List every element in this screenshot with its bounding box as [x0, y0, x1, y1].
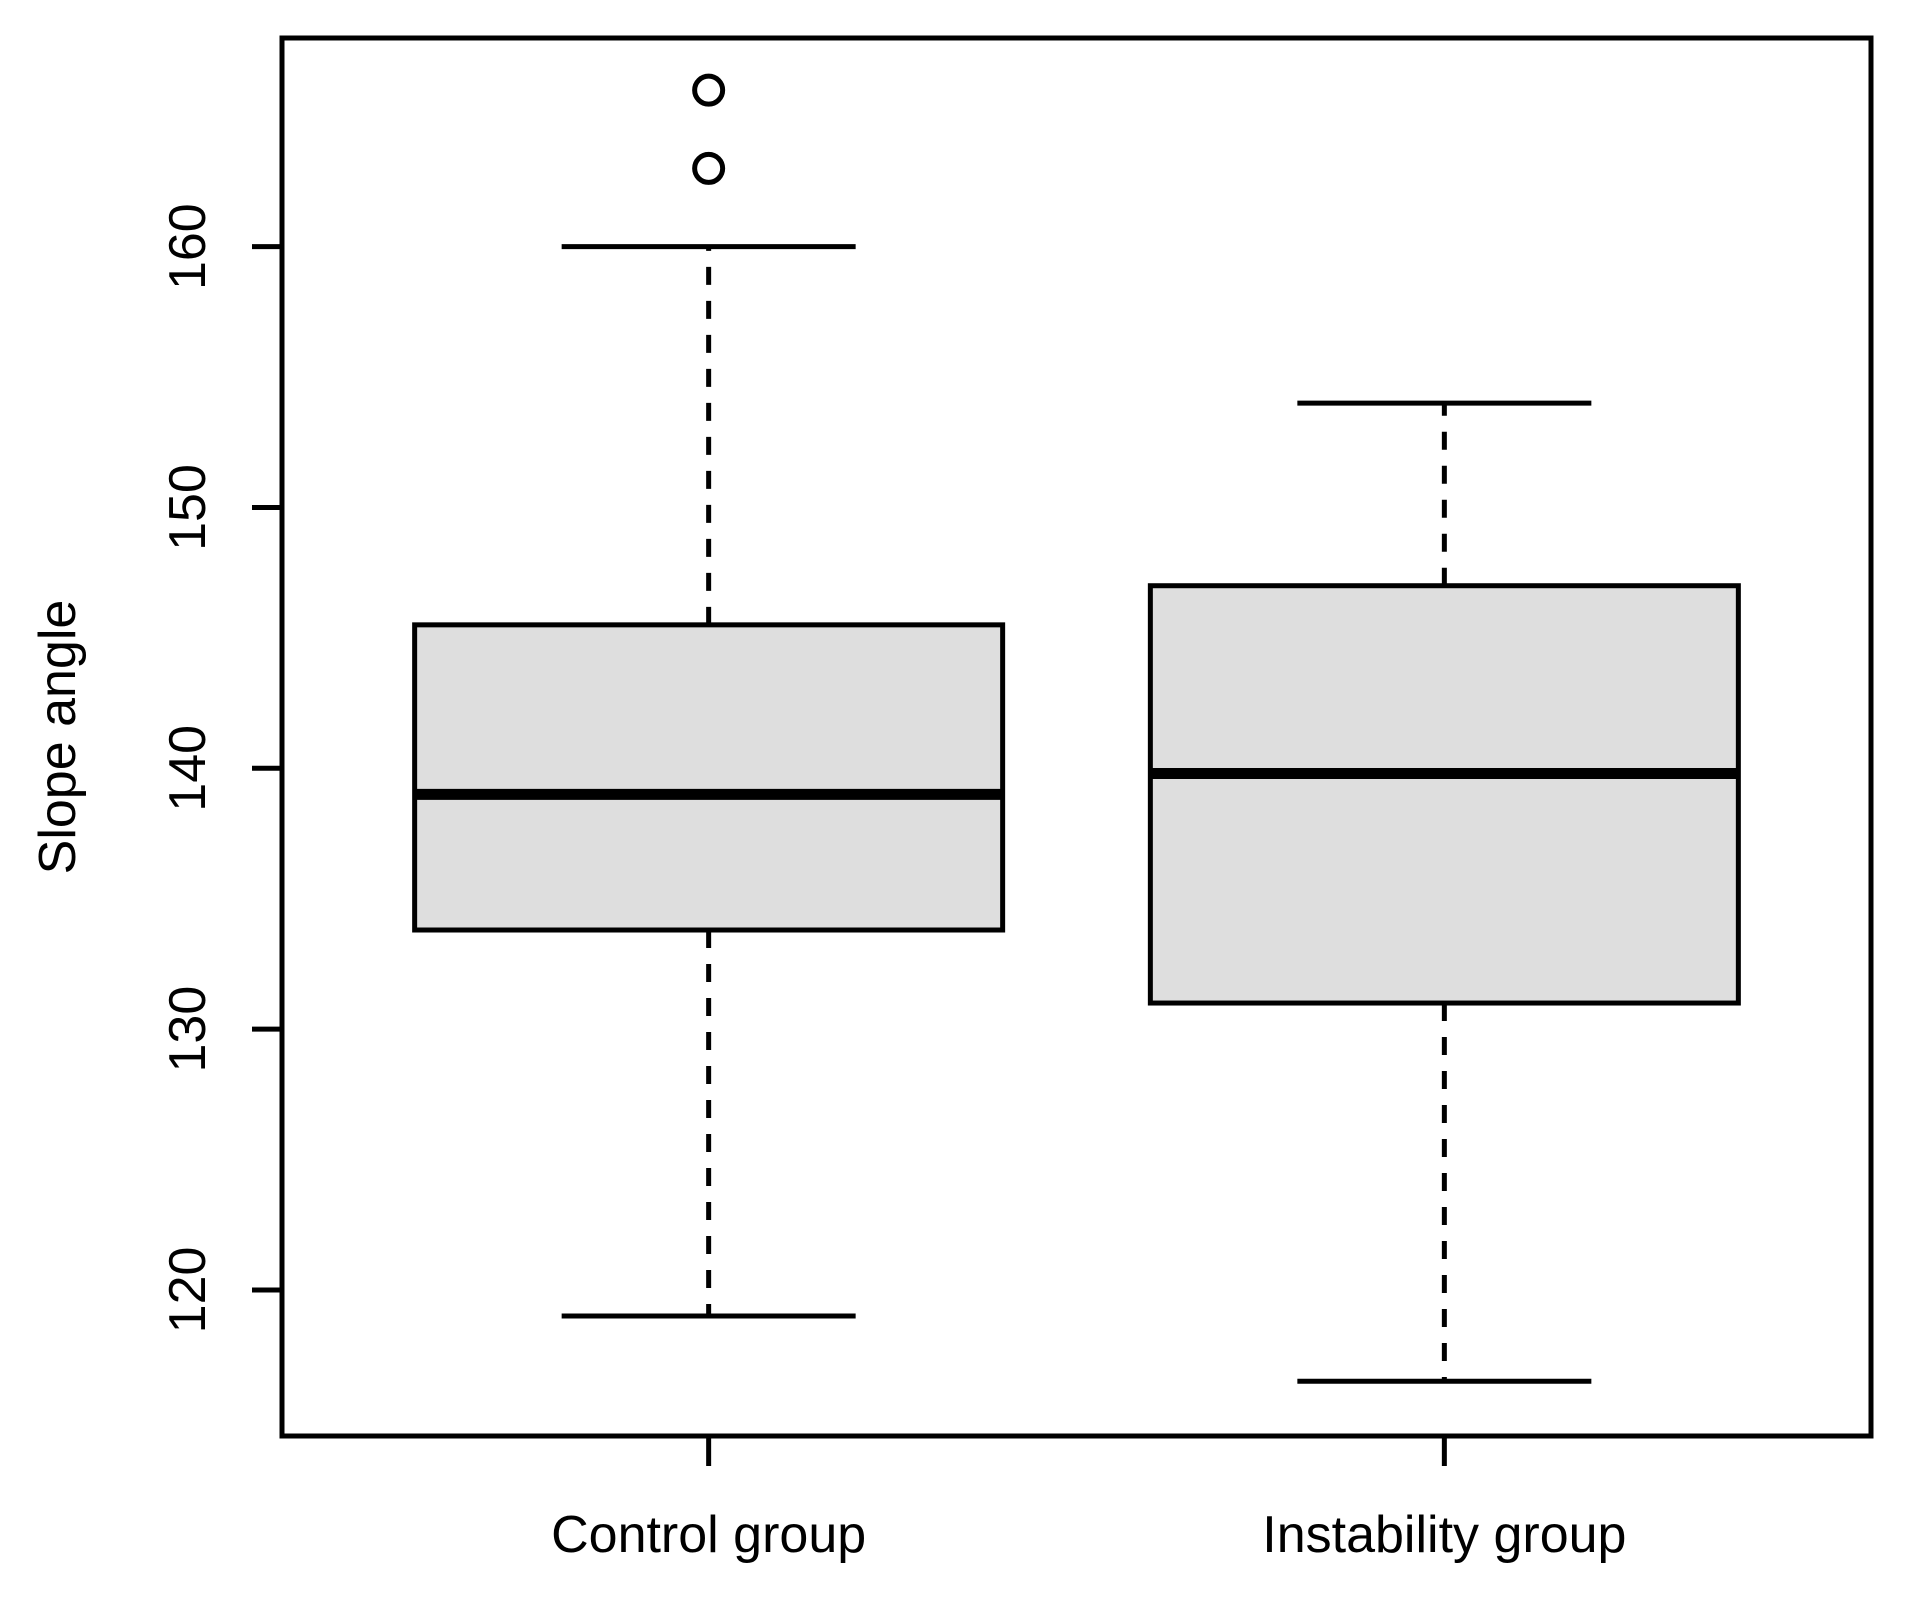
y-axis: 120 130 140 150 160 [159, 203, 282, 1333]
y-tick-label: 140 [159, 725, 217, 812]
iqr-box [412, 622, 1006, 933]
box-control-group [412, 73, 1006, 1319]
iqr-box [1147, 583, 1741, 1006]
x-tick-label-instability-group: Instability group [1262, 1506, 1626, 1564]
plot-border [279, 35, 1874, 1439]
x-axis: Control group Instability group [551, 1436, 1626, 1564]
boxplot-series [412, 73, 1741, 1384]
y-tick-label: 160 [159, 203, 217, 290]
outlier-point [692, 151, 726, 185]
y-tick-label: 130 [159, 986, 217, 1073]
x-tick-label-control-group: Control group [551, 1506, 866, 1564]
y-axis-title: Slope angle [29, 600, 87, 875]
box-instability-group [1147, 400, 1741, 1384]
y-tick-label: 150 [159, 464, 217, 551]
y-tick-label: 120 [159, 1247, 217, 1334]
outlier-point [692, 73, 726, 107]
